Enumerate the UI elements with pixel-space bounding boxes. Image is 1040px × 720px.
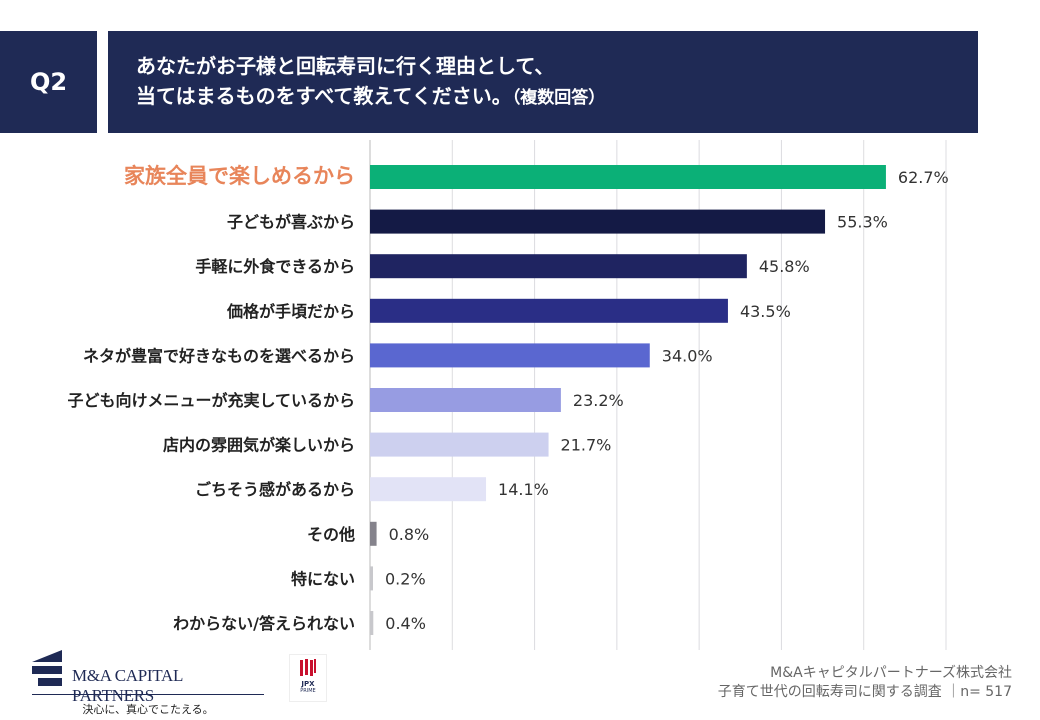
- jpx-label: JPX: [301, 680, 315, 688]
- category-label: 子ども向けメニューが充実しているから: [67, 391, 355, 410]
- category-label: 特にない: [291, 569, 355, 588]
- value-label: 14.1%: [498, 480, 549, 499]
- bar-chart: 家族全員で楽しめるから 62.7% 子どもが喜ぶから 55.3% 手軽に外食できるから 4…: [67, 140, 949, 650]
- bar: [370, 165, 886, 189]
- value-label: 45.8%: [759, 257, 810, 276]
- value-label: 0.8%: [389, 525, 430, 544]
- value-label: 23.2%: [573, 391, 624, 410]
- bar: [370, 566, 373, 591]
- logo-name: M&A CAPITAL PARTNERS: [72, 666, 183, 705]
- jpx-mark-icon: [300, 659, 316, 676]
- logo-divider: [32, 694, 264, 695]
- company-name: M&Aキャピタルパートナーズ株式会社: [770, 665, 1012, 681]
- bar: [370, 521, 377, 546]
- value-label: 0.2%: [385, 569, 426, 588]
- category-label: ごちそう感があるから: [195, 480, 355, 499]
- bar: [370, 254, 747, 279]
- value-label: 21.7%: [561, 436, 612, 455]
- bar: [370, 611, 374, 635]
- bar: [370, 388, 561, 412]
- bar: [370, 209, 826, 234]
- category-label: 店内の雰囲気が楽しいから: [163, 436, 355, 455]
- bar: [370, 343, 650, 368]
- title-line-2-row: 当てはまるものをすべて教えてください。（複数回答）: [136, 81, 978, 113]
- question-title: あなたがお子様と回転寿司に行く理由として、 当てはまるものをすべて教えてください…: [108, 31, 978, 133]
- category-label: 価格が手頃だから: [226, 302, 355, 321]
- question-number: Q2: [0, 31, 97, 133]
- bar: [370, 477, 487, 502]
- value-label: 0.4%: [385, 614, 426, 633]
- title-line-2: 当てはまるものをすべて教えてください。: [136, 84, 512, 108]
- logo-mark-icon: [32, 650, 62, 686]
- bar: [370, 298, 728, 323]
- survey-info: 子育て世代の回転寿司に関する調査 ｜n= 517: [717, 684, 1012, 700]
- category-label: 家族全員で楽しめるから: [124, 164, 355, 188]
- jpx-sub: PRIME: [300, 688, 316, 694]
- category-label: 手軽に外食できるから: [195, 257, 355, 276]
- value-label: 62.7%: [898, 168, 949, 187]
- bar: [370, 432, 549, 457]
- title-note: （複数回答）: [511, 88, 606, 108]
- value-label: 34.0%: [662, 346, 713, 365]
- title-line-1: あなたがお子様と回転寿司に行く理由として、: [136, 54, 555, 78]
- value-label: 55.3%: [837, 213, 888, 232]
- category-label: わからない/答えられない: [173, 614, 355, 633]
- jpx-prime-logo: JPX PRIME: [289, 654, 327, 702]
- category-label: ネタが豊富で好きなものを選べるから: [83, 346, 355, 365]
- credit: M&Aキャピタルパートナーズ株式会社 子育て世代の回転寿司に関する調査 ｜n= …: [718, 664, 1012, 702]
- value-label: 43.5%: [740, 302, 791, 321]
- category-label: 子どもが喜ぶから: [227, 213, 355, 232]
- logo-tagline: 決心に、真心でこたえる。: [82, 704, 214, 716]
- category-label: その他: [307, 525, 355, 544]
